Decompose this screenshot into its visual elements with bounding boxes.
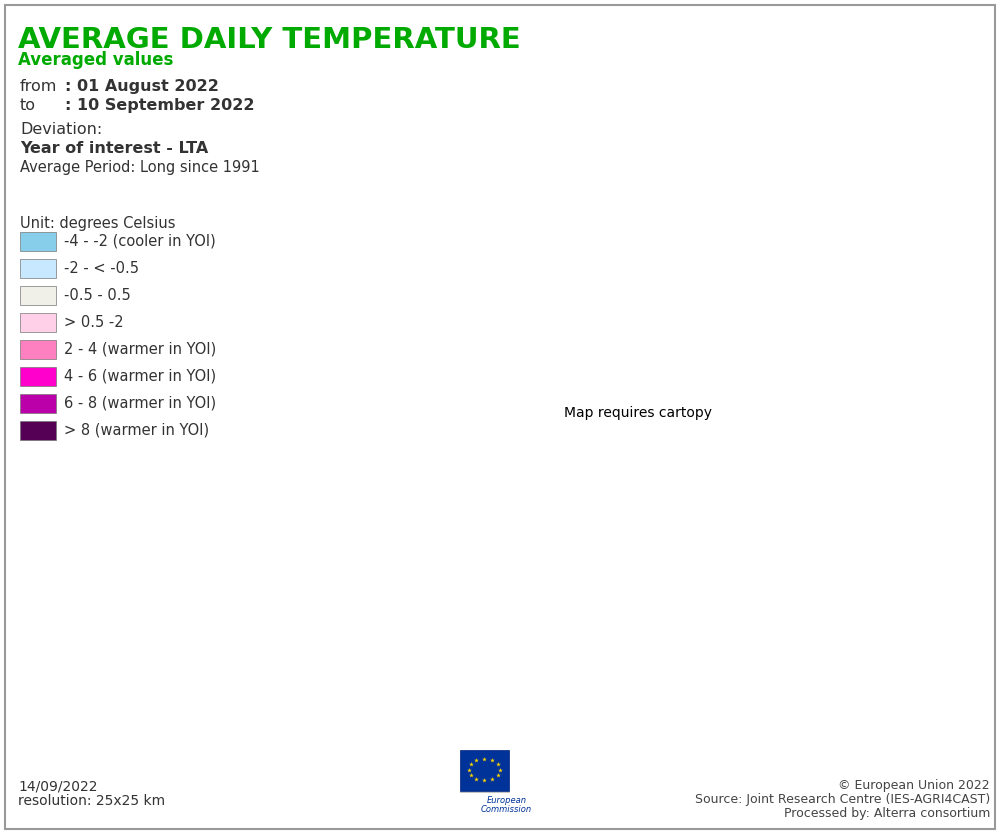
Bar — [20, 394, 56, 413]
Text: -0.5 - 0.5: -0.5 - 0.5 — [64, 288, 131, 303]
Text: > 0.5 -2: > 0.5 -2 — [64, 314, 124, 329]
Bar — [20, 286, 56, 305]
Text: Unit: degrees Celsius: Unit: degrees Celsius — [20, 216, 176, 231]
Text: Source: Joint Research Centre (IES-AGRI4CAST): Source: Joint Research Centre (IES-AGRI4… — [695, 793, 990, 806]
Text: Deviation:: Deviation: — [20, 122, 102, 137]
Text: Processed by: Alterra consortium: Processed by: Alterra consortium — [784, 807, 990, 820]
Bar — [20, 313, 56, 332]
Text: © European Union 2022: © European Union 2022 — [838, 779, 990, 792]
Text: Commission: Commission — [481, 806, 532, 815]
Bar — [460, 750, 509, 791]
Text: 4 - 6 (warmer in YOI): 4 - 6 (warmer in YOI) — [64, 369, 216, 384]
Text: : 10 September 2022: : 10 September 2022 — [65, 98, 254, 113]
Text: AVERAGE DAILY TEMPERATURE: AVERAGE DAILY TEMPERATURE — [18, 26, 521, 54]
Text: : 01 August 2022: : 01 August 2022 — [65, 79, 219, 94]
Text: resolution: 25x25 km: resolution: 25x25 km — [18, 794, 165, 808]
Bar — [20, 367, 56, 386]
Text: to: to — [20, 98, 36, 113]
Text: 6 - 8 (warmer in YOI): 6 - 8 (warmer in YOI) — [64, 395, 216, 410]
Text: Averaged values: Averaged values — [18, 51, 173, 69]
Bar — [20, 340, 56, 359]
Text: 14/09/2022: 14/09/2022 — [18, 779, 98, 793]
Text: -2 - < -0.5: -2 - < -0.5 — [64, 260, 139, 275]
Text: -4 - -2 (cooler in YOI): -4 - -2 (cooler in YOI) — [64, 234, 216, 249]
Text: from: from — [20, 79, 57, 94]
Text: European: European — [486, 796, 526, 805]
Bar — [20, 232, 56, 251]
Text: Map requires cartopy: Map requires cartopy — [564, 406, 712, 420]
Text: Average Period: Long since 1991: Average Period: Long since 1991 — [20, 160, 260, 175]
Text: Year of interest - LTA: Year of interest - LTA — [20, 141, 208, 156]
Text: > 8 (warmer in YOI): > 8 (warmer in YOI) — [64, 423, 209, 438]
Bar — [20, 421, 56, 440]
Bar — [20, 259, 56, 278]
Text: 2 - 4 (warmer in YOI): 2 - 4 (warmer in YOI) — [64, 341, 216, 356]
